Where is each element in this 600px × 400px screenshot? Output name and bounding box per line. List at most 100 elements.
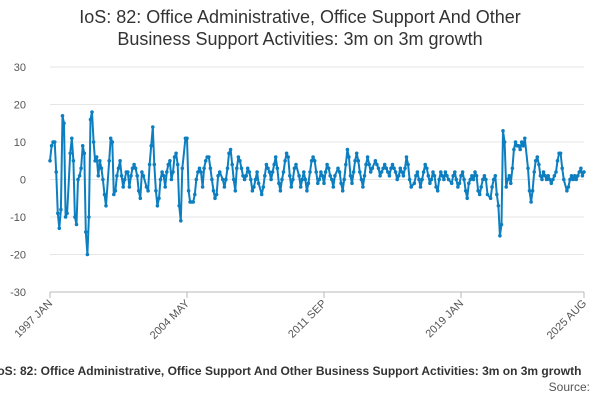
data-point bbox=[390, 162, 395, 167]
data-point bbox=[84, 230, 88, 234]
data-point bbox=[110, 140, 115, 144]
data-point bbox=[361, 185, 365, 189]
data-point bbox=[420, 177, 424, 182]
data-point bbox=[554, 170, 558, 174]
data-point bbox=[443, 170, 448, 174]
data-point bbox=[122, 177, 127, 182]
data-point bbox=[70, 136, 74, 141]
legend-label: IoS: 82: Office Administrative, Office S… bbox=[0, 364, 582, 378]
data-point bbox=[289, 185, 294, 189]
data-point bbox=[544, 177, 549, 182]
data-point bbox=[87, 215, 91, 219]
data-point bbox=[154, 189, 158, 193]
data-point bbox=[540, 177, 544, 182]
data-point bbox=[533, 159, 538, 163]
data-point bbox=[94, 155, 99, 159]
data-point bbox=[133, 166, 138, 171]
data-point bbox=[392, 166, 396, 171]
data-point bbox=[579, 166, 583, 171]
data-point bbox=[250, 189, 255, 193]
data-point bbox=[516, 144, 521, 148]
data-point bbox=[463, 189, 468, 193]
data-point bbox=[264, 162, 269, 167]
data-point bbox=[418, 185, 423, 189]
data-point bbox=[401, 174, 406, 178]
gridlines bbox=[50, 66, 584, 293]
data-point bbox=[414, 174, 418, 178]
data-point bbox=[507, 174, 512, 178]
data-point bbox=[501, 129, 505, 133]
data-point bbox=[453, 170, 457, 174]
y-tick-label: 20 bbox=[14, 100, 26, 112]
data-point bbox=[546, 174, 550, 178]
data-point bbox=[115, 174, 119, 178]
data-point bbox=[112, 192, 116, 197]
data-point bbox=[535, 155, 540, 159]
data-point bbox=[409, 185, 414, 189]
data-point bbox=[68, 151, 72, 156]
y-tick-label: 30 bbox=[14, 62, 26, 74]
data-point bbox=[429, 177, 434, 182]
data-point bbox=[518, 147, 522, 152]
data-point bbox=[442, 177, 446, 182]
data-point bbox=[345, 147, 350, 152]
data-point bbox=[230, 162, 234, 167]
data-point bbox=[217, 170, 222, 174]
data-point bbox=[252, 185, 256, 189]
data-point bbox=[132, 162, 136, 167]
data-point bbox=[256, 181, 261, 186]
data-point bbox=[582, 170, 586, 174]
data-point bbox=[191, 200, 195, 204]
data-point bbox=[214, 192, 219, 197]
data-point bbox=[96, 174, 101, 178]
data-point bbox=[566, 185, 571, 189]
data-point bbox=[373, 159, 378, 163]
data-point bbox=[236, 155, 241, 159]
data-point bbox=[451, 174, 456, 178]
data-point bbox=[278, 189, 283, 193]
data-point bbox=[216, 174, 220, 178]
data-point bbox=[241, 174, 245, 178]
data-point bbox=[457, 181, 462, 186]
data-point bbox=[488, 196, 493, 201]
data-point bbox=[337, 170, 342, 174]
data-point bbox=[568, 177, 572, 182]
data-point bbox=[350, 181, 354, 186]
data-point bbox=[152, 162, 157, 167]
data-point bbox=[317, 177, 322, 182]
data-point bbox=[484, 177, 488, 182]
data-point bbox=[326, 166, 331, 171]
data-point bbox=[368, 170, 373, 174]
data-point bbox=[203, 159, 208, 163]
data-point bbox=[147, 162, 152, 167]
data-point bbox=[180, 166, 185, 171]
data-point bbox=[571, 177, 575, 182]
data-point bbox=[431, 170, 435, 174]
data-point bbox=[297, 174, 301, 178]
data-point bbox=[353, 159, 357, 163]
data-point bbox=[60, 114, 65, 118]
data-point bbox=[163, 185, 167, 189]
data-point bbox=[367, 162, 372, 167]
data-point bbox=[305, 189, 309, 193]
x-tick-label: 1997 JAN bbox=[12, 298, 55, 341]
data-point bbox=[300, 177, 305, 182]
data-point bbox=[362, 174, 367, 178]
data-point bbox=[71, 159, 76, 163]
data-point bbox=[312, 159, 317, 163]
data-point bbox=[63, 215, 68, 219]
data-point bbox=[49, 144, 54, 148]
data-point bbox=[440, 174, 445, 178]
x-axis: 1997 JAN 2004 MAY 2011 SEP 2019 JAN 2025 AUG bbox=[12, 292, 589, 342]
data-point bbox=[136, 189, 141, 193]
data-point bbox=[286, 155, 291, 159]
data-point bbox=[572, 174, 577, 178]
data-point bbox=[291, 177, 295, 182]
data-point bbox=[107, 159, 111, 163]
data-point bbox=[482, 174, 487, 178]
data-point bbox=[549, 181, 554, 186]
data-point bbox=[79, 166, 83, 171]
series-group bbox=[48, 110, 586, 257]
data-point bbox=[543, 174, 547, 178]
data-point bbox=[406, 162, 410, 167]
